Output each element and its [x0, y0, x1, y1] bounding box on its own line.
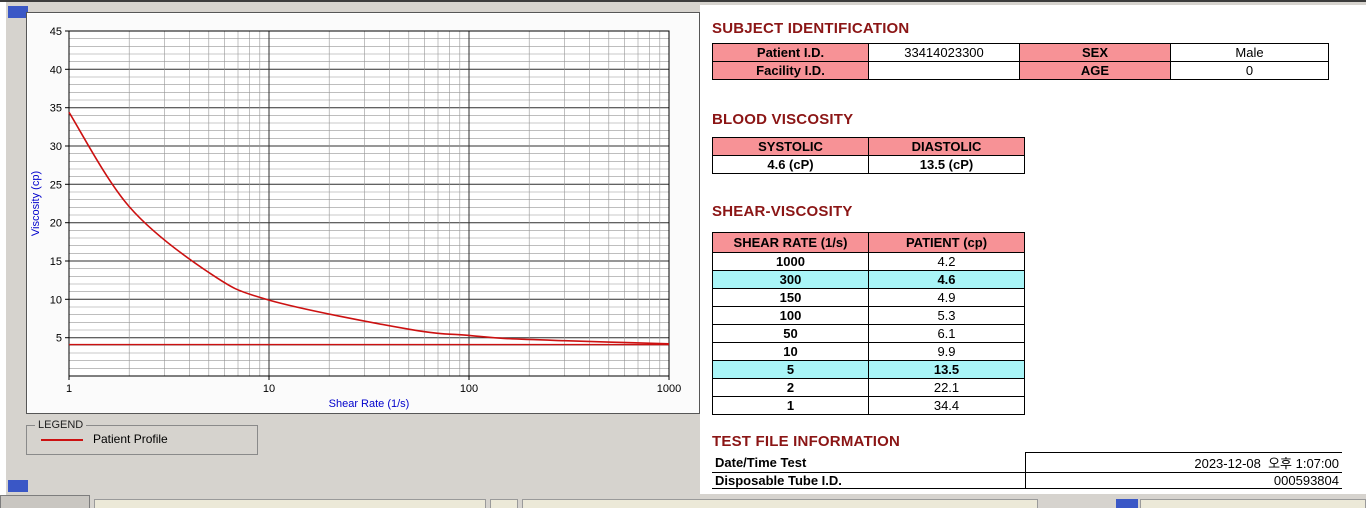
patient-viscosity-value: 13.5	[868, 360, 1025, 379]
svg-text:Viscosity (cp): Viscosity (cp)	[30, 171, 42, 236]
facility-id-value	[868, 61, 1020, 80]
legend-box: LEGEND Patient Profile	[26, 419, 258, 455]
taskbar-fragment[interactable]	[1140, 499, 1366, 508]
date-time-test-label: Date/Time Test	[712, 452, 1026, 473]
window-fragment-bottom-left[interactable]	[8, 480, 28, 492]
table-row: 150 4.9	[712, 288, 1025, 307]
svg-text:Shear Rate (1/s): Shear Rate (1/s)	[329, 398, 410, 410]
svg-text:25: 25	[50, 179, 62, 191]
facility-id-label: Facility I.D.	[712, 61, 869, 80]
shear-rate-value: 150	[712, 288, 869, 307]
taskbar-fragment[interactable]	[94, 499, 486, 508]
age-value: 0	[1170, 61, 1329, 80]
table-row: 100 5.3	[712, 306, 1025, 325]
systolic-header: SYSTOLIC	[712, 137, 869, 156]
table-row-highlighted: 300 4.6	[712, 270, 1025, 289]
svg-text:20: 20	[50, 218, 62, 230]
patient-viscosity-value: 4.6	[868, 270, 1025, 289]
shear-viscosity-table: SHEAR RATE (1/s) PATIENT (cp) 1000 4.2 3…	[712, 232, 1025, 415]
shear-rate-value: 2	[712, 378, 869, 397]
viscosity-chart-panel: 1 10 100 1000 5 10 15 20 25 30 35 40 45 Shear Rate (1…	[26, 12, 700, 414]
subject-identification-title: SUBJECT IDENTIFICATION	[712, 20, 910, 37]
sex-label: SEX	[1019, 43, 1171, 62]
patient-viscosity-value: 34.4	[868, 396, 1025, 415]
taskbar-fragment[interactable]	[522, 499, 1038, 508]
shear-rate-value: 10	[712, 342, 869, 361]
svg-text:45: 45	[50, 26, 62, 38]
table-row-highlighted: 5 13.5	[712, 360, 1025, 379]
systolic-value: 4.6 (cP)	[712, 155, 869, 174]
table-row: SYSTOLIC DIASTOLIC	[712, 137, 1025, 156]
table-row: 50 6.1	[712, 324, 1025, 343]
svg-text:10: 10	[50, 294, 62, 306]
patient-viscosity-value: 9.9	[868, 342, 1025, 361]
legend-series-label: Patient Profile	[93, 432, 168, 446]
shear-rate-value: 100	[712, 306, 869, 325]
window-fragment-top-left[interactable]	[8, 6, 28, 18]
test-file-information-title: TEST FILE INFORMATION	[712, 433, 901, 450]
table-row: 4.6 (cP) 13.5 (cP)	[712, 155, 1025, 174]
blood-viscosity-title: BLOOD VISCOSITY	[712, 111, 854, 128]
patient-id-value: 33414023300	[868, 43, 1020, 62]
subject-identification-table: Patient I.D. 33414023300 SEX Male Facili…	[712, 43, 1329, 80]
diastolic-header: DIASTOLIC	[868, 137, 1025, 156]
taskbar-blue-fragment[interactable]	[1116, 499, 1138, 508]
blood-viscosity-table: SYSTOLIC DIASTOLIC 4.6 (cP) 13.5 (cP)	[712, 137, 1025, 174]
patient-cp-header: PATIENT (cp)	[868, 232, 1025, 253]
shear-rate-value: 5	[712, 360, 869, 379]
svg-text:5: 5	[56, 333, 62, 345]
table-header-row: SHEAR RATE (1/s) PATIENT (cp)	[712, 232, 1025, 253]
table-row: 1 34.4	[712, 396, 1025, 415]
date-time-test-value: 2023-12-08 오후 1:07:00	[1025, 452, 1342, 473]
patient-id-label: Patient I.D.	[712, 43, 869, 62]
diastolic-value: 13.5 (cP)	[868, 155, 1025, 174]
svg-text:1000: 1000	[657, 383, 681, 395]
svg-text:1: 1	[66, 383, 72, 395]
table-row: Patient I.D. 33414023300 SEX Male	[712, 43, 1329, 62]
svg-text:15: 15	[50, 256, 62, 268]
shear-viscosity-title: SHEAR-VISCOSITY	[712, 203, 853, 220]
patient-viscosity-value: 4.9	[868, 288, 1025, 307]
shear-rate-value: 1000	[712, 252, 869, 271]
patient-viscosity-value: 22.1	[868, 378, 1025, 397]
svg-text:35: 35	[50, 103, 62, 115]
disposable-tube-id-label: Disposable Tube I.D.	[712, 472, 1026, 489]
patient-viscosity-value: 6.1	[868, 324, 1025, 343]
disposable-tube-id-value: 000593804	[1025, 472, 1342, 489]
table-row: 10 9.9	[712, 342, 1025, 361]
table-row: 1000 4.2	[712, 252, 1025, 271]
table-row: 2 22.1	[712, 378, 1025, 397]
taskbar-fragment[interactable]	[490, 499, 518, 508]
patient-viscosity-value: 4.2	[868, 252, 1025, 271]
table-row: Disposable Tube I.D. 000593804	[712, 472, 1342, 489]
report-panel: SUBJECT IDENTIFICATION Patient I.D. 3341…	[700, 5, 1366, 494]
legend-line-swatch	[41, 439, 83, 441]
table-row: Date/Time Test 2023-12-08 오후 1:07:00	[712, 452, 1342, 473]
viscosity-chart: 1 10 100 1000 5 10 15 20 25 30 35 40 45 Shear Rate (1…	[30, 26, 681, 410]
svg-text:40: 40	[50, 64, 62, 76]
taskbar-fragment[interactable]	[0, 495, 90, 508]
svg-text:10: 10	[263, 383, 275, 395]
svg-text:100: 100	[460, 383, 478, 395]
left-edge-strip	[0, 2, 6, 508]
shear-rate-value: 50	[712, 324, 869, 343]
age-label: AGE	[1019, 61, 1171, 80]
table-row: Facility I.D. AGE 0	[712, 61, 1329, 80]
sex-value: Male	[1170, 43, 1329, 62]
svg-text:30: 30	[50, 141, 62, 153]
shear-rate-value: 1	[712, 396, 869, 415]
legend-title: LEGEND	[35, 419, 87, 431]
shear-rate-header: SHEAR RATE (1/s)	[712, 232, 869, 253]
test-file-information-table: Date/Time Test 2023-12-08 오후 1:07:00 Dis…	[712, 452, 1342, 489]
shear-rate-value: 300	[712, 270, 869, 289]
patient-viscosity-value: 5.3	[868, 306, 1025, 325]
